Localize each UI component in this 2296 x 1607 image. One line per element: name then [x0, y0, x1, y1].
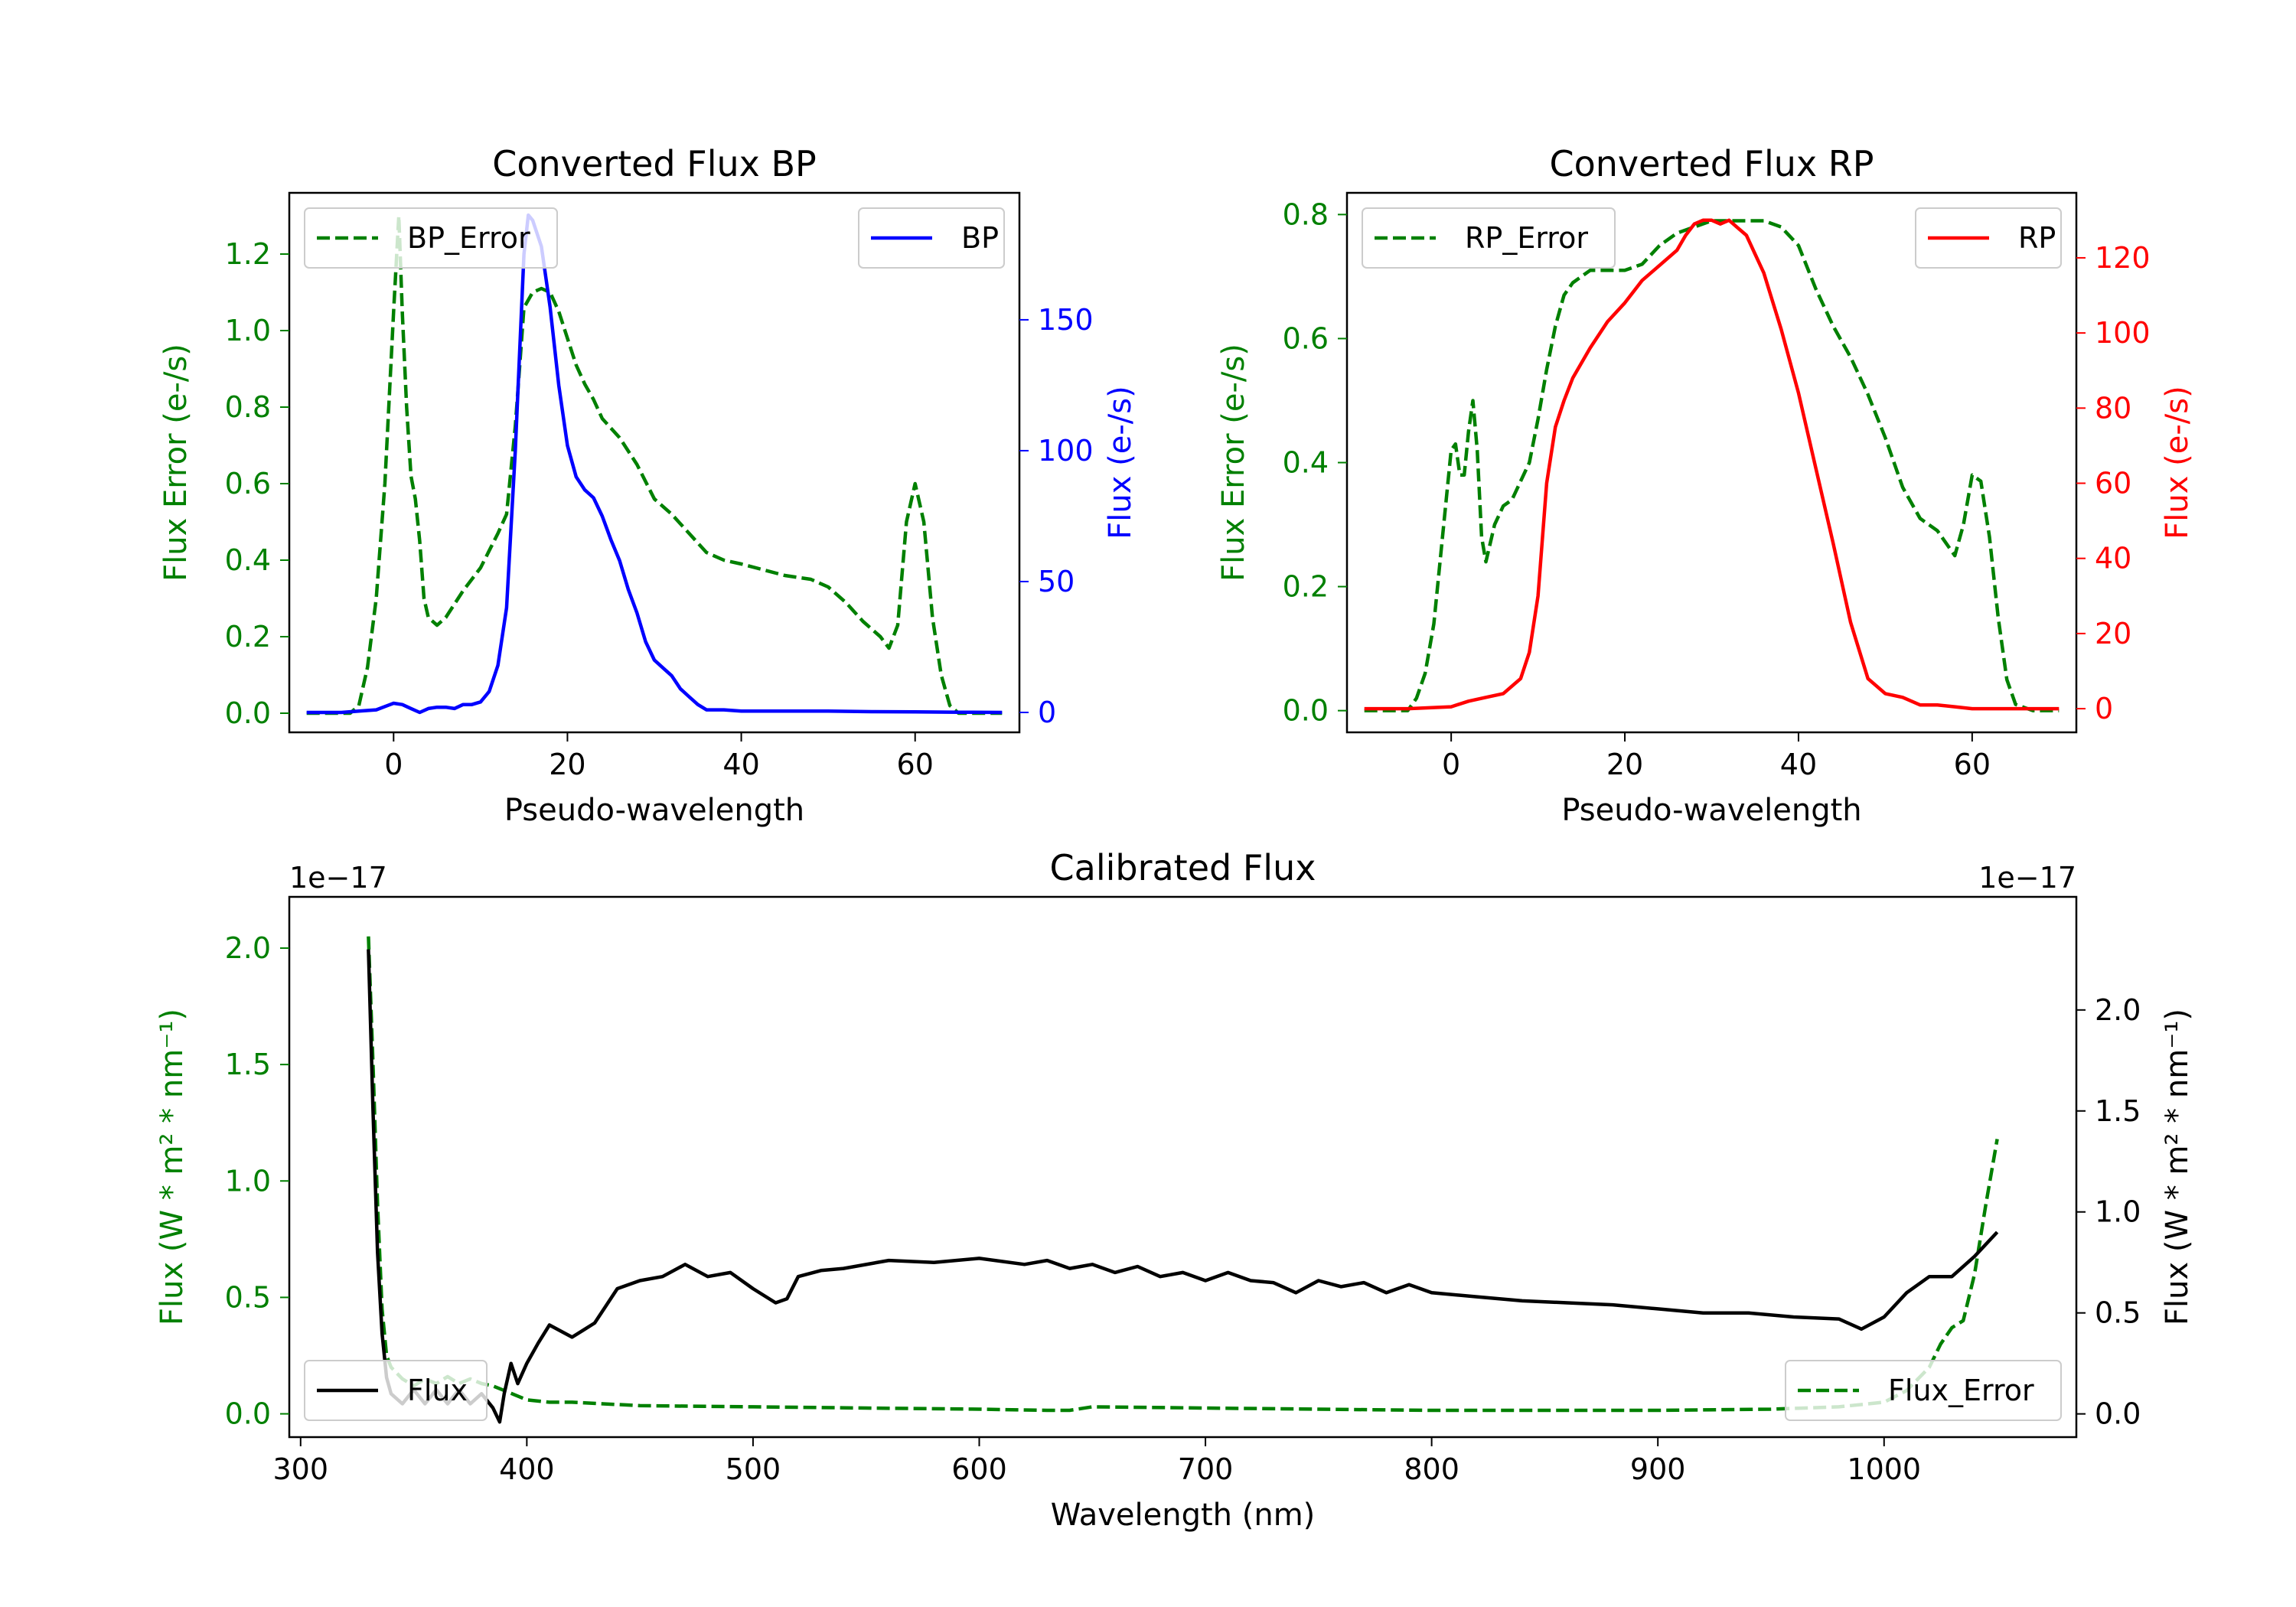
cal-x-tick-label: 700 [1178, 1452, 1234, 1486]
cal-legend-left-box [304, 1360, 488, 1421]
cal-legend-right: Flux_Error [1785, 1360, 2062, 1421]
bp-legend-left: BP_Error [304, 207, 558, 269]
bp-x-tick-label: 60 [897, 748, 934, 781]
cal-x-tick-label: 800 [1404, 1452, 1459, 1486]
cal-right-tick-label: 2.0 [2095, 993, 2141, 1027]
rp-x-tick-label: 20 [1606, 748, 1643, 781]
rp-series-rp-line [1364, 218, 2060, 711]
cal-left-tick-label: 2.0 [225, 931, 271, 965]
bp-right-tick-label: 0 [1038, 696, 1056, 729]
cal-right-offset-text: 1e−17 [1978, 861, 2076, 895]
bp-left-tick-label: 1.2 [225, 237, 271, 271]
bp-right-tick-label: 100 [1038, 434, 1094, 468]
bp-left-axis-label: Flux Error (e-/s) [158, 344, 194, 582]
rp-left-tick-label: 0.0 [1283, 694, 1329, 728]
rp-legend-left-box [1362, 207, 1616, 269]
rp-legend-right: RP [1915, 207, 2062, 269]
rp-right-tick-label: 80 [2095, 391, 2131, 425]
cal-x-axis-label: Wavelength (nm) [1051, 1498, 1316, 1533]
bp-x-tick-label: 20 [549, 748, 585, 781]
bp-chart: Converted Flux BP 0 20 40 60 Pseudo-wavelengt… [158, 143, 1138, 828]
bp-left-tick-label: 0.6 [225, 467, 271, 500]
cal-chart: Calibrated Flux 300 400 500 600 700 800 900 1000… [155, 847, 2195, 1533]
cal-legend-right-box [1785, 1360, 2062, 1421]
cal-x-tick-label: 900 [1630, 1452, 1686, 1486]
bp-legend-left-label: BP_Error [407, 221, 530, 255]
rp-series [1364, 218, 2060, 712]
rp-legend-right-label: RP [2018, 221, 2056, 255]
cal-legend-left: Flux [304, 1360, 488, 1421]
rp-x-tick-label: 40 [1780, 748, 1817, 781]
rp-chart: Converted Flux RP 0 20 40 60 Pseudo-wavelengt… [1216, 143, 2195, 828]
rp-x-axis-label: Pseudo-wavelength [1561, 793, 1861, 828]
rp-right-tick-label: 40 [2095, 542, 2131, 575]
bp-series-bp-error-line [306, 214, 1003, 715]
rp-legend-left: RP_Error [1362, 207, 1616, 269]
rp-right-tick-label: 120 [2095, 241, 2151, 275]
rp-left-tick-label: 0.4 [1283, 446, 1329, 480]
cal-right-tick-label: 0.5 [2095, 1296, 2141, 1330]
bp-legend-right-label: BP [961, 221, 999, 255]
rp-left-tick-label: 0.6 [1283, 321, 1329, 355]
rp-left-tick-label: 0.2 [1283, 570, 1329, 604]
bp-left-tick-label: 0.2 [225, 620, 271, 654]
bp-series [306, 213, 1003, 715]
bp-right-axis-label: Flux (e-/s) [1103, 386, 1138, 539]
cal-title: Calibrated Flux [1050, 847, 1316, 888]
bp-title: Converted Flux BP [492, 143, 817, 184]
bp-right-tick-label: 150 [1038, 303, 1094, 337]
rp-series-rp-error-line [1364, 219, 2060, 712]
cal-left-axis-label: Flux (W * m² * nm⁻¹) [155, 1009, 190, 1325]
bp-legend-right: BP [858, 207, 1005, 269]
rp-right-tick-label: 0 [2095, 692, 2113, 725]
bp-left-tick-label: 0.4 [225, 543, 271, 577]
cal-left-tick-label: 0.5 [225, 1280, 271, 1314]
bp-left-tick-label: 0.0 [225, 696, 271, 730]
bp-left-tick-label: 1.0 [225, 314, 271, 347]
cal-series-flux-error-line [367, 936, 1999, 1413]
rp-right-tick-label: 20 [2095, 617, 2131, 650]
cal-x-tick-label: 300 [273, 1452, 329, 1486]
cal-x-tick-label: 1000 [1847, 1452, 1921, 1486]
rp-right-tick-label: 100 [2095, 316, 2151, 350]
bp-series-bp-line [306, 213, 1003, 715]
rp-left-axis-label: Flux Error (e-/s) [1216, 344, 1251, 582]
cal-left-tick-label: 1.5 [225, 1048, 271, 1081]
bp-left-tick-label: 0.8 [225, 390, 271, 424]
cal-right-tick-label: 0.0 [2095, 1397, 2141, 1431]
bp-x-axis-label: Pseudo-wavelength [504, 793, 804, 828]
rp-title: Converted Flux RP [1550, 143, 1874, 184]
rp-legend-left-label: RP_Error [1465, 221, 1588, 255]
cal-right-tick-label: 1.0 [2095, 1195, 2141, 1229]
cal-x-tick-label: 400 [499, 1452, 555, 1486]
rp-right-tick-label: 60 [2095, 467, 2131, 500]
cal-left-offset-text: 1e−17 [289, 861, 387, 895]
rp-x-tick-label: 60 [1954, 748, 1991, 781]
bp-right-tick-label: 50 [1038, 565, 1075, 598]
bp-x-tick-label: 0 [384, 748, 403, 781]
bp-legend-left-box [304, 207, 558, 269]
cal-x-tick-label: 600 [951, 1452, 1007, 1486]
rp-x-tick-label: 0 [1442, 748, 1460, 781]
cal-series-flux-line [367, 949, 1999, 1424]
bp-axes-frame [288, 191, 1021, 734]
cal-left-tick-label: 0.0 [225, 1397, 271, 1431]
cal-series [367, 936, 1999, 1424]
rp-left-tick-label: 0.8 [1283, 197, 1329, 231]
cal-right-tick-label: 1.5 [2095, 1094, 2141, 1128]
cal-right-axis-label: Flux (W * m² * nm⁻¹) [2160, 1009, 2195, 1325]
cal-legend-left-label: Flux [407, 1374, 468, 1407]
cal-x-tick-label: 500 [726, 1452, 781, 1486]
bp-x-tick-label: 40 [722, 748, 759, 781]
cal-axes-frame [288, 895, 2078, 1439]
rp-right-axis-label: Flux (e-/s) [2160, 386, 2195, 539]
cal-left-tick-label: 1.0 [225, 1164, 271, 1198]
cal-legend-right-label: Flux_Error [1888, 1374, 2034, 1407]
